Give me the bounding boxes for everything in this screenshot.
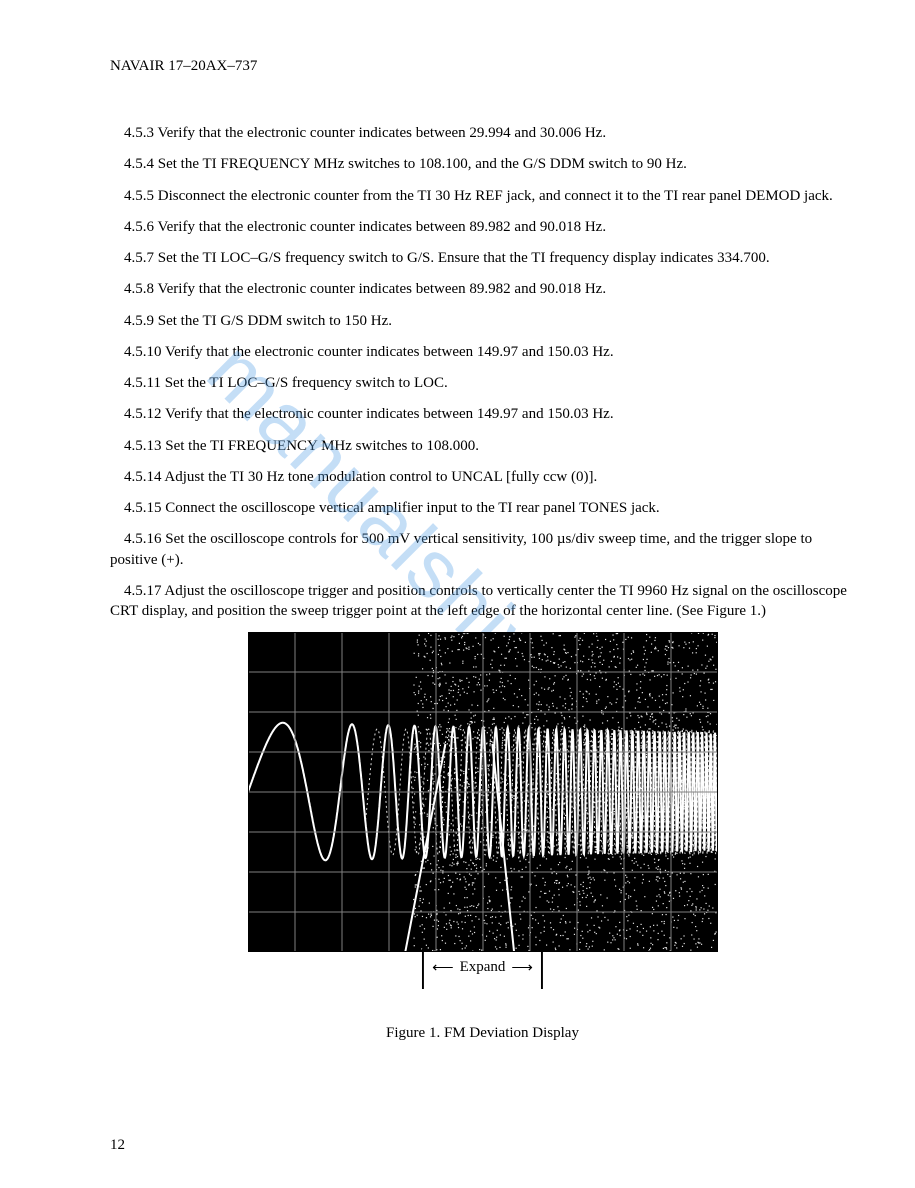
oscilloscope-svg: [248, 632, 718, 952]
expand-annotation: | ⟵ Expand ⟶ |: [110, 958, 855, 977]
para-4-5-9: 4.5.9 Set the TI G/S DDM switch to 150 H…: [110, 311, 855, 331]
para-4-5-15: 4.5.15 Connect the oscilloscope vertical…: [110, 498, 855, 518]
para-4-5-13: 4.5.13 Set the TI FREQUENCY MHz switches…: [110, 436, 855, 456]
para-4-5-4: 4.5.4 Set the TI FREQUENCY MHz switches …: [110, 154, 855, 174]
expand-label: Expand: [460, 959, 506, 976]
para-4-5-3: 4.5.3 Verify that the electronic counter…: [110, 123, 855, 143]
document-page: manualshive.com NAVAIR 17–20AX–737 4.5.3…: [0, 0, 915, 1188]
figure-1: | ⟵ Expand ⟶ | Figure 1. FM Deviation Di…: [110, 632, 855, 1042]
para-4-5-10: 4.5.10 Verify that the electronic counte…: [110, 342, 855, 362]
page-number: 12: [110, 1137, 125, 1154]
para-4-5-8: 4.5.8 Verify that the electronic counter…: [110, 279, 855, 299]
para-4-5-14: 4.5.14 Adjust the TI 30 Hz tone modulati…: [110, 467, 855, 487]
para-4-5-7: 4.5.7 Set the TI LOC–G/S frequency switc…: [110, 248, 855, 268]
para-4-5-16: 4.5.16 Set the oscilloscope controls for…: [110, 529, 855, 570]
figure-caption: Figure 1. FM Deviation Display: [110, 1025, 855, 1042]
para-4-5-6: 4.5.6 Verify that the electronic counter…: [110, 217, 855, 237]
body-text: 4.5.3 Verify that the electronic counter…: [110, 123, 855, 621]
para-4-5-12: 4.5.12 Verify that the electronic counte…: [110, 404, 855, 424]
para-4-5-11: 4.5.11 Set the TI LOC–G/S frequency swit…: [110, 373, 855, 393]
document-header: NAVAIR 17–20AX–737: [110, 58, 855, 75]
oscilloscope-display: [248, 632, 718, 952]
expand-bracket-right-icon: |: [539, 954, 545, 981]
para-4-5-5: 4.5.5 Disconnect the electronic counter …: [110, 186, 855, 206]
expand-bracket-left-icon: |: [420, 954, 426, 981]
expand-arrow-right-icon: ⟶: [511, 958, 533, 977]
para-4-5-17: 4.5.17 Adjust the oscilloscope trigger a…: [110, 581, 855, 622]
expand-arrow-left-icon: ⟵: [432, 958, 454, 977]
